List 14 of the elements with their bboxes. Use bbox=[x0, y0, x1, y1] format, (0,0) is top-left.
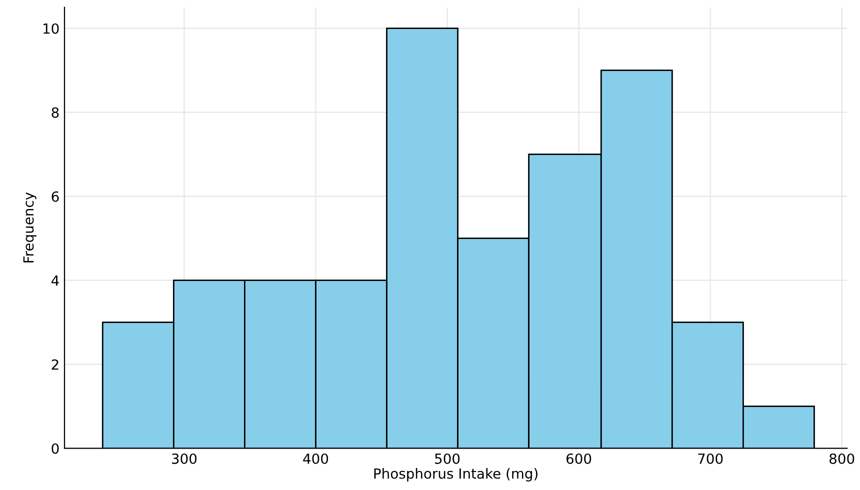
x-tick-label: 700 bbox=[698, 453, 723, 464]
y-tick-label: 6 bbox=[52, 191, 59, 202]
y-tick-label: 8 bbox=[52, 107, 59, 118]
x-axis-title: Phosphorus Intake (mg) bbox=[374, 468, 538, 482]
y-tick-label: 0 bbox=[52, 443, 59, 454]
x-tick-label: 400 bbox=[303, 453, 328, 464]
x-tick-label: 800 bbox=[830, 453, 854, 464]
y-tick-label: 10 bbox=[43, 23, 59, 34]
x-tick-label: 500 bbox=[435, 453, 460, 464]
x-tick-label: 600 bbox=[566, 453, 592, 464]
x-tick-label: 300 bbox=[172, 453, 197, 464]
y-tick-label: 4 bbox=[51, 276, 59, 286]
y-tick-label: 2 bbox=[52, 359, 58, 370]
y-axis-title: Frequency bbox=[23, 192, 36, 262]
